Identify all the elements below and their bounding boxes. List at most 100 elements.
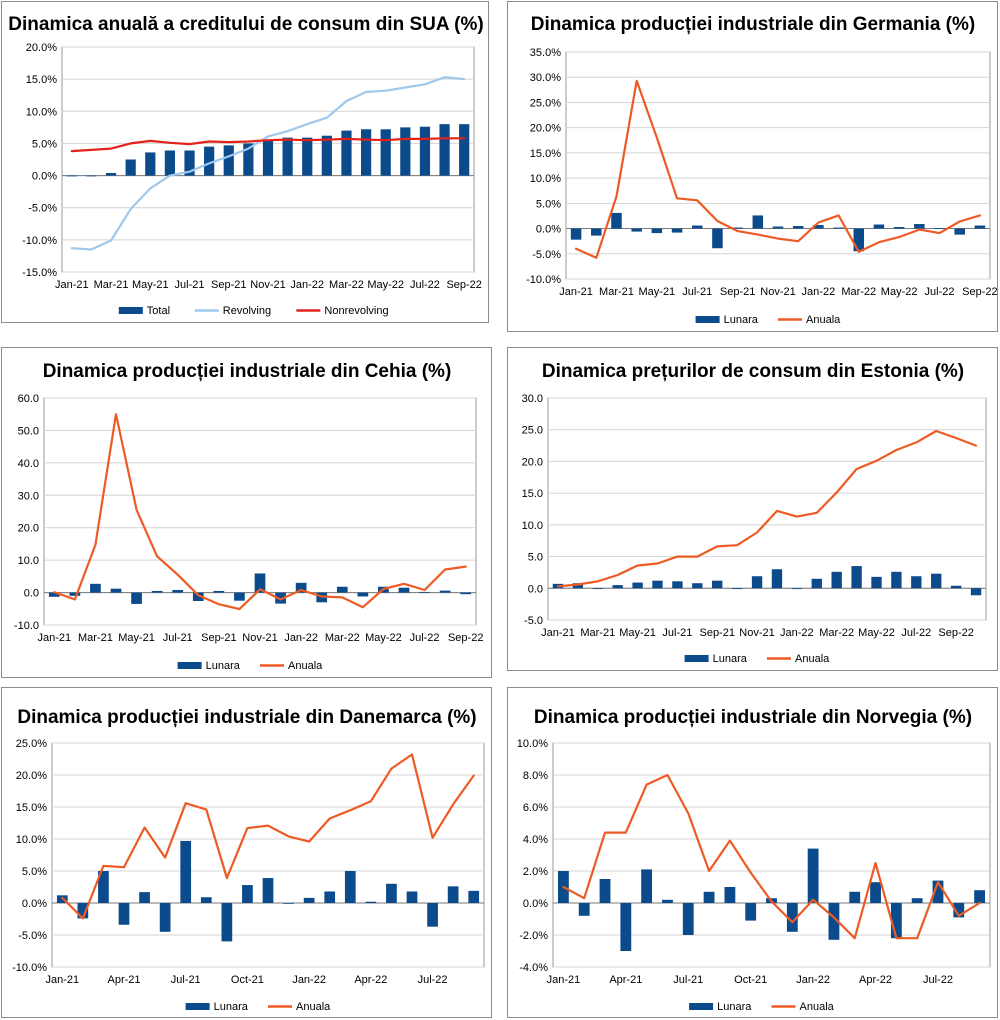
y-tick-label: 6.0% bbox=[523, 802, 548, 814]
y-tick-label: 0.0% bbox=[523, 898, 548, 910]
legend-label: Anuala bbox=[806, 314, 841, 326]
bar bbox=[406, 891, 418, 903]
y-tick-label: -10.0% bbox=[12, 962, 47, 974]
bar bbox=[772, 226, 784, 229]
bar bbox=[652, 580, 663, 589]
x-tick-label: Mar-22 bbox=[325, 632, 360, 644]
x-tick-label: Jan-22 bbox=[802, 286, 836, 298]
legend-label: Lunara bbox=[214, 1001, 249, 1013]
bar bbox=[302, 137, 313, 176]
bar bbox=[651, 228, 663, 234]
legend-swatch-bar bbox=[684, 655, 709, 662]
bar bbox=[703, 891, 715, 903]
chart-title: Dinamica producției industriale din Germ… bbox=[531, 14, 975, 35]
x-tick-label: May-21 bbox=[132, 279, 169, 291]
bar bbox=[283, 903, 294, 904]
bar bbox=[386, 883, 397, 903]
bar bbox=[254, 573, 266, 593]
bar bbox=[344, 871, 356, 903]
bar bbox=[893, 227, 905, 229]
y-tick-label: 40.0 bbox=[18, 458, 39, 470]
y-tick-label: 50.0 bbox=[18, 425, 39, 437]
x-tick-label: Mar-22 bbox=[819, 627, 854, 639]
y-tick-label: 30.0% bbox=[530, 72, 561, 84]
bar bbox=[724, 887, 736, 903]
bar bbox=[77, 903, 89, 919]
bar bbox=[974, 225, 986, 229]
bar bbox=[118, 903, 130, 925]
y-tick-label: 10.0% bbox=[16, 834, 47, 846]
bar bbox=[192, 592, 204, 602]
y-tick-label: 20.0% bbox=[16, 770, 47, 782]
bar bbox=[110, 588, 122, 593]
y-tick-label: 5.0% bbox=[536, 198, 561, 210]
x-tick-label: Nov-21 bbox=[760, 286, 795, 298]
y-tick-label: -5.0% bbox=[532, 249, 561, 261]
bar bbox=[786, 903, 798, 932]
x-tick-label: Jan-22 bbox=[292, 974, 326, 986]
y-tick-label: -5.0% bbox=[28, 203, 57, 215]
x-tick-label: Jul-22 bbox=[410, 279, 440, 291]
bar bbox=[807, 848, 819, 903]
bar bbox=[324, 891, 336, 903]
x-tick-label: Sep-22 bbox=[938, 627, 973, 639]
x-tick-label: Sep-22 bbox=[446, 279, 481, 291]
y-tick-label: 25.0% bbox=[530, 97, 561, 109]
series-line-anuala bbox=[61, 753, 475, 920]
bar bbox=[672, 581, 683, 589]
chart-panel-usa: Dinamica anuală a creditului de consum d… bbox=[1, 1, 489, 323]
bar bbox=[974, 890, 986, 903]
bar bbox=[641, 869, 653, 903]
y-tick-label: 60.0 bbox=[18, 393, 39, 405]
x-tick-label: Sep-21 bbox=[720, 286, 755, 298]
y-tick-label: 25.0% bbox=[16, 738, 47, 750]
x-tick-label: Oct-21 bbox=[231, 974, 264, 986]
bar bbox=[145, 152, 156, 176]
bar bbox=[398, 587, 410, 593]
bar bbox=[914, 224, 925, 229]
chart-germany: Dinamica producției industriale din Germ… bbox=[526, 14, 998, 326]
y-tick-label: 5.0% bbox=[32, 138, 57, 150]
x-tick-label: Sep-22 bbox=[448, 632, 483, 644]
bar bbox=[791, 588, 803, 590]
bar bbox=[48, 592, 60, 597]
plot-area bbox=[552, 742, 991, 968]
x-tick-label: Jul-22 bbox=[925, 286, 955, 298]
x-tick-label: Jul-22 bbox=[901, 627, 931, 639]
y-tick-label: 0.0% bbox=[32, 171, 57, 183]
bar bbox=[911, 898, 923, 903]
series-line-revolving bbox=[70, 76, 466, 251]
x-tick-label: Jul-21 bbox=[171, 974, 201, 986]
x-tick-label: Jan-21 bbox=[547, 974, 581, 986]
bar bbox=[631, 228, 642, 232]
bar bbox=[953, 903, 965, 918]
bar bbox=[468, 890, 480, 903]
bar bbox=[341, 130, 352, 176]
y-tick-label: 10.0 bbox=[522, 520, 543, 532]
y-tick-label: 8.0% bbox=[523, 770, 548, 782]
y-tick-label: 20.0 bbox=[522, 456, 543, 468]
bar bbox=[180, 840, 192, 903]
bar bbox=[200, 897, 212, 903]
x-tick-label: Jul-21 bbox=[175, 279, 205, 291]
bar bbox=[934, 228, 945, 229]
bar bbox=[632, 582, 643, 589]
bar bbox=[419, 591, 430, 593]
bar bbox=[578, 903, 590, 916]
x-tick-label: Jul-22 bbox=[410, 632, 440, 644]
x-tick-label: Jan-22 bbox=[780, 627, 814, 639]
series-line-anuala bbox=[574, 79, 981, 259]
bar bbox=[321, 135, 332, 176]
bar bbox=[98, 871, 109, 903]
bar bbox=[911, 576, 922, 589]
y-tick-label: 20.0% bbox=[26, 42, 57, 54]
bar bbox=[592, 588, 603, 590]
y-tick-label: 15.0% bbox=[26, 74, 57, 86]
x-tick-label: Jan-22 bbox=[796, 974, 830, 986]
bar bbox=[570, 228, 582, 240]
x-tick-label: Jul-22 bbox=[923, 974, 953, 986]
x-tick-label: May-22 bbox=[858, 627, 895, 639]
x-tick-label: Jan-21 bbox=[45, 974, 79, 986]
series-line-anuala bbox=[562, 773, 981, 940]
bar bbox=[105, 173, 117, 176]
